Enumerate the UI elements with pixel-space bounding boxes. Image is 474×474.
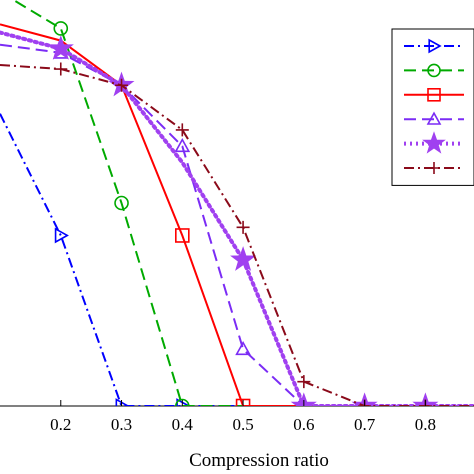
legend-entry-5: [404, 131, 464, 154]
legend-box: [391, 28, 474, 186]
series-1: [0, 113, 474, 406]
x-axis-label: Compression ratio: [189, 450, 329, 471]
x-tick-label: 0.7: [354, 415, 376, 434]
data-point: [427, 63, 441, 78]
x-tick-label: 0.6: [293, 415, 314, 434]
data-point: [235, 398, 251, 406]
data-point: [175, 123, 189, 137]
x-tick-label: 0.5: [232, 415, 253, 434]
x-tick-label: 0.8: [415, 415, 436, 434]
data-point: [115, 78, 129, 92]
data-point: [54, 227, 69, 244]
data-point: [54, 62, 68, 76]
data-point: [175, 398, 190, 406]
data-point: [115, 398, 130, 406]
data-point: [230, 246, 257, 271]
x-tick-label: 0.2: [50, 415, 71, 434]
x-tick-label: 0.3: [111, 415, 132, 434]
data-point: [297, 375, 311, 389]
data-point: [235, 341, 251, 356]
series-3: [0, 23, 474, 406]
data-point: [174, 138, 191, 153]
series-2: [11, 0, 474, 406]
legend-entry-3: [404, 88, 464, 102]
data-point: [426, 111, 442, 125]
series-line: [11, 0, 474, 406]
series-line: [0, 23, 474, 406]
legend-entry-1: [404, 38, 464, 54]
data-point: [53, 21, 69, 36]
data-point: [428, 162, 440, 174]
x-tick-label: 0.4: [172, 415, 194, 434]
legend-entry-6: [404, 162, 464, 174]
x-axis: 0.2 0.3 0.4 0.5 0.6 0.7 0.8: [50, 400, 436, 434]
data-point: [114, 195, 129, 211]
data-point: [422, 131, 446, 154]
data-point: [175, 228, 190, 243]
legend-entry-4: [404, 111, 464, 125]
data-point: [176, 398, 191, 406]
legend-entry-2: [404, 63, 464, 78]
data-point: [236, 220, 250, 234]
series-layer: [0, 0, 474, 406]
data-point: [428, 38, 442, 54]
legend: [391, 28, 474, 186]
data-point: [47, 35, 74, 60]
data-point: [427, 88, 441, 102]
